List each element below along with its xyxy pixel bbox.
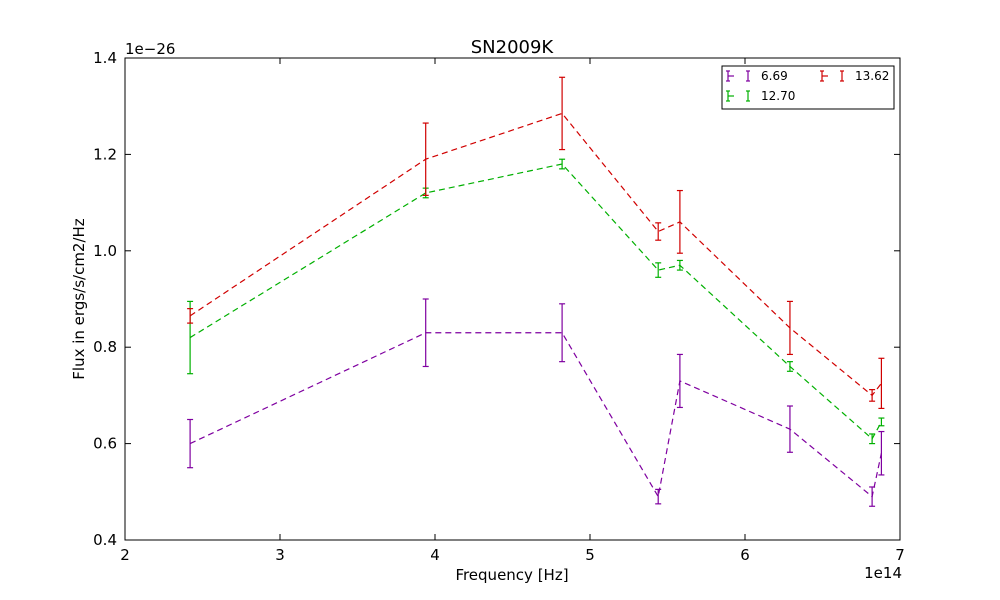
legend-item: 13.62 <box>820 69 889 83</box>
y-tick-label: 0.8 <box>93 338 117 356</box>
legend-box <box>721 65 895 110</box>
series-line <box>189 332 882 499</box>
plot-area <box>124 57 901 541</box>
series-13-62 <box>187 76 885 410</box>
series-line <box>189 112 882 397</box>
legend-label: 6.69 <box>761 69 788 83</box>
y-axis-label: Flux in ergs/s/cm2/Hz <box>70 218 88 380</box>
x-offset-label: 1e14 <box>864 564 902 582</box>
x-axis-label: Frequency [Hz] <box>455 566 568 584</box>
legend-label: 13.62 <box>855 69 889 83</box>
x-tick-label: 3 <box>275 546 285 564</box>
legend-item: 6.69 <box>726 69 788 83</box>
y-tick-label: 0.4 <box>93 531 117 549</box>
legend-item: 12.70 <box>726 89 795 103</box>
series-layer <box>187 76 885 507</box>
x-tick-label: 6 <box>740 546 750 564</box>
x-tick-label: 7 <box>895 546 905 564</box>
legend: 6.69 12.70 13.62 <box>721 65 895 110</box>
legend-label: 12.70 <box>761 89 795 103</box>
y-tick-label: 1.0 <box>93 242 117 260</box>
y-tick-label: 1.2 <box>93 145 117 163</box>
chart-title: SN2009K <box>471 37 555 58</box>
y-tick-label: 0.6 <box>93 435 117 453</box>
series-line <box>189 163 882 440</box>
y-offset-label: 1e−26 <box>125 40 175 58</box>
x-tick-label: 2 <box>120 546 130 564</box>
x-tick-label: 4 <box>430 546 440 564</box>
y-tick-label: 1.4 <box>93 49 117 67</box>
series-6-69 <box>187 298 885 507</box>
x-tick-label: 5 <box>585 546 595 564</box>
axis-ticks: 2 3 4 5 6 7 0.4 0.6 0.8 1.0 1.2 1.4 <box>93 49 905 564</box>
